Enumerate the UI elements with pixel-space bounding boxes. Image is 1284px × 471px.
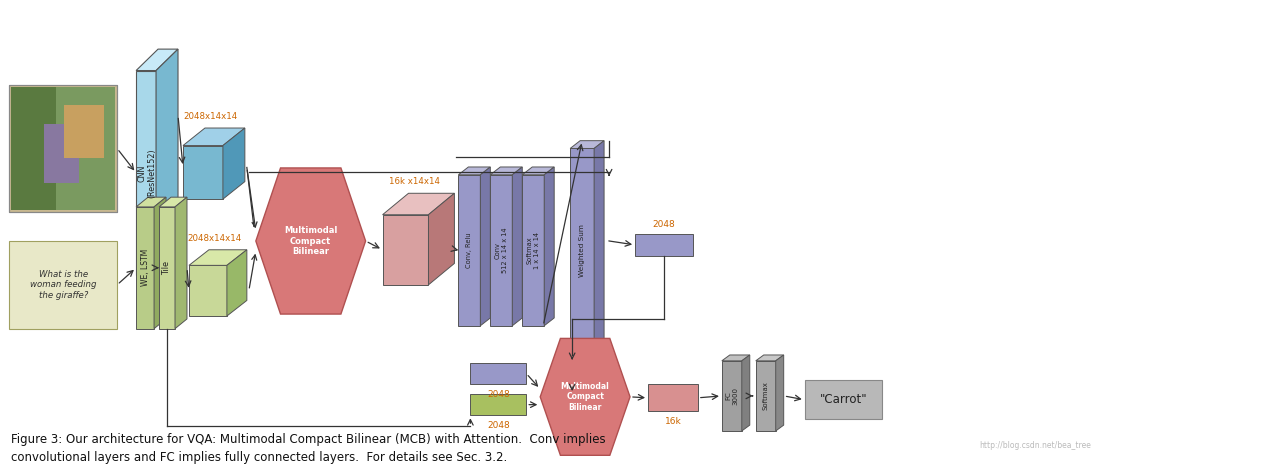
Text: 2048: 2048 bbox=[652, 220, 675, 229]
Polygon shape bbox=[184, 128, 245, 146]
Text: Conv
512 x 14 x 14: Conv 512 x 14 x 14 bbox=[494, 227, 507, 273]
Bar bbox=[64, 105, 104, 158]
Polygon shape bbox=[157, 49, 178, 275]
Polygon shape bbox=[570, 148, 594, 353]
Text: Conv, Relu: Conv, Relu bbox=[466, 233, 473, 268]
Polygon shape bbox=[480, 167, 490, 326]
Polygon shape bbox=[256, 168, 366, 314]
Text: 2048: 2048 bbox=[487, 421, 510, 430]
Polygon shape bbox=[490, 175, 512, 326]
Text: 2048: 2048 bbox=[487, 390, 510, 399]
Bar bbox=[12, 87, 56, 210]
Bar bbox=[12, 87, 116, 210]
Bar bbox=[44, 124, 80, 183]
Polygon shape bbox=[756, 355, 783, 361]
Polygon shape bbox=[742, 355, 750, 431]
Polygon shape bbox=[570, 141, 603, 148]
Text: 16k: 16k bbox=[665, 417, 682, 426]
Text: http://blog.csdn.net/bea_tree: http://blog.csdn.net/bea_tree bbox=[980, 441, 1091, 450]
Polygon shape bbox=[722, 361, 742, 431]
Text: Weighted Sum: Weighted Sum bbox=[579, 224, 586, 277]
Text: Figure 3: Our architecture for VQA: Multimodal Compact Bilinear (MCB) with Atten: Figure 3: Our architecture for VQA: Mult… bbox=[12, 433, 606, 464]
Text: 16k x14x14: 16k x14x14 bbox=[389, 178, 439, 187]
Polygon shape bbox=[541, 339, 630, 455]
Text: What is the
woman feeding
the giraffe?: What is the woman feeding the giraffe? bbox=[30, 270, 96, 300]
Polygon shape bbox=[383, 215, 429, 285]
Bar bbox=[805, 380, 882, 419]
Polygon shape bbox=[184, 146, 223, 199]
Polygon shape bbox=[383, 193, 455, 215]
Polygon shape bbox=[223, 128, 245, 199]
Text: "Carrot": "Carrot" bbox=[819, 393, 868, 406]
Bar bbox=[648, 384, 698, 412]
Polygon shape bbox=[227, 250, 247, 316]
Text: FC
3000: FC 3000 bbox=[725, 387, 738, 405]
Bar bbox=[470, 363, 526, 384]
Polygon shape bbox=[159, 197, 187, 207]
Text: Multimodal
Compact
Bilinear: Multimodal Compact Bilinear bbox=[284, 226, 338, 256]
Polygon shape bbox=[189, 250, 247, 265]
Polygon shape bbox=[136, 49, 178, 71]
Polygon shape bbox=[512, 167, 523, 326]
Polygon shape bbox=[458, 167, 490, 175]
Text: Tile: Tile bbox=[163, 261, 172, 275]
Text: Multimodal
Compact
Bilinear: Multimodal Compact Bilinear bbox=[561, 382, 610, 412]
Text: Softmax: Softmax bbox=[763, 382, 769, 410]
Polygon shape bbox=[136, 71, 157, 275]
Text: 2048x14x14: 2048x14x14 bbox=[187, 234, 241, 243]
Polygon shape bbox=[136, 207, 154, 329]
Bar bbox=[9, 241, 117, 329]
Polygon shape bbox=[429, 193, 455, 285]
Polygon shape bbox=[189, 265, 227, 316]
Bar bbox=[9, 85, 117, 212]
Text: WE, LSTM: WE, LSTM bbox=[140, 249, 149, 286]
Polygon shape bbox=[136, 197, 166, 207]
Polygon shape bbox=[175, 197, 187, 329]
Polygon shape bbox=[544, 167, 555, 326]
Polygon shape bbox=[594, 141, 603, 353]
Bar bbox=[636, 234, 693, 256]
Text: CNN
(ResNet152): CNN (ResNet152) bbox=[137, 148, 157, 198]
Text: Softmax
1 x 14 x 14: Softmax 1 x 14 x 14 bbox=[526, 232, 539, 269]
Polygon shape bbox=[523, 167, 555, 175]
Bar bbox=[470, 394, 526, 415]
Polygon shape bbox=[154, 197, 166, 329]
Polygon shape bbox=[458, 175, 480, 326]
Polygon shape bbox=[159, 207, 175, 329]
Polygon shape bbox=[776, 355, 783, 431]
Polygon shape bbox=[490, 167, 523, 175]
Text: 2048x14x14: 2048x14x14 bbox=[184, 112, 238, 121]
Polygon shape bbox=[523, 175, 544, 326]
Polygon shape bbox=[722, 355, 750, 361]
Bar bbox=[9, 85, 117, 212]
Polygon shape bbox=[756, 361, 776, 431]
